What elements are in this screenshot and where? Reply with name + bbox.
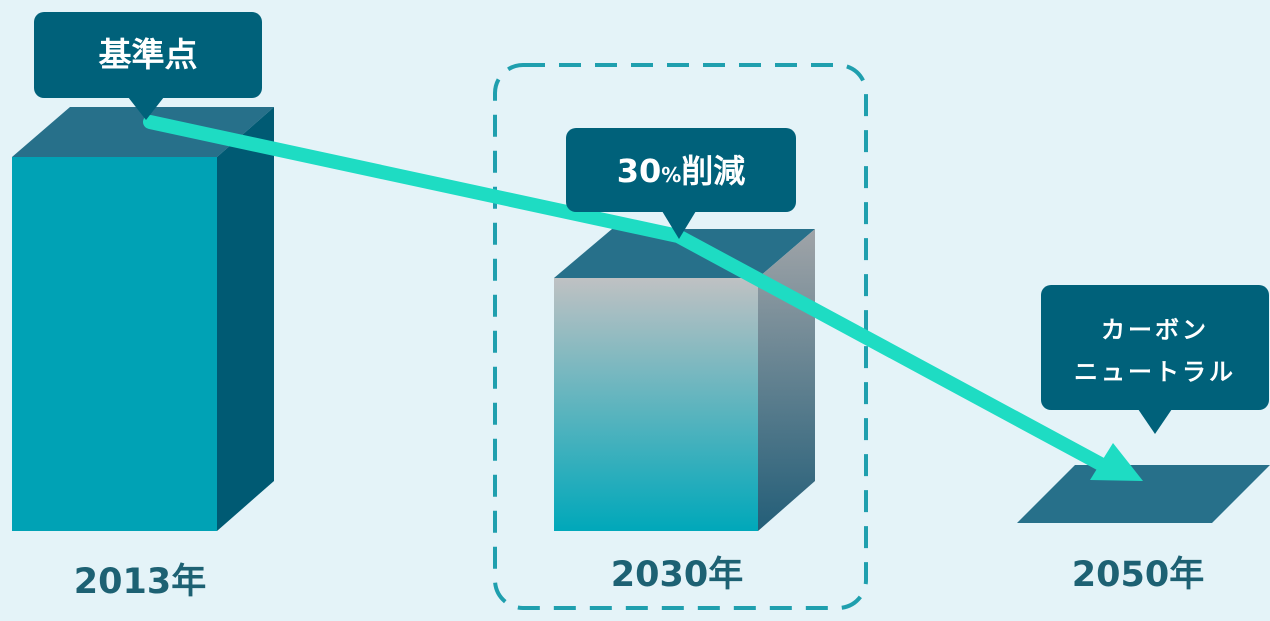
bar-2013 — [12, 107, 274, 531]
bar-2013-side — [217, 107, 274, 531]
year-label-2030: 2030年 — [611, 555, 743, 595]
bar-2030 — [554, 229, 815, 531]
callout-baseline: 基準点 — [34, 12, 262, 120]
bar-2030-top — [554, 229, 815, 278]
callout-reduction: 30%削減 — [566, 128, 796, 239]
arrow-head — [1090, 443, 1143, 481]
callout-carbon-neutral-line1: カーボン — [1101, 316, 1209, 344]
year-label-2013: 2013年 — [74, 562, 206, 602]
highlight-frame-2030 — [493, 63, 868, 610]
callout-carbon-neutral: カーボン ニュートラル — [1041, 285, 1269, 434]
bar-2013-front — [12, 157, 217, 531]
bar-2030-side — [758, 229, 815, 531]
bar-2030-front — [554, 278, 758, 531]
year-label-2050: 2050年 — [1072, 555, 1204, 595]
callout-reduction-text: 30%削減 — [617, 152, 746, 190]
plate-2050 — [1017, 465, 1270, 523]
bar-2013-top — [12, 107, 274, 157]
callout-carbon-neutral-line2: ニュートラル — [1074, 358, 1236, 386]
callout-baseline-text: 基準点 — [99, 35, 198, 74]
